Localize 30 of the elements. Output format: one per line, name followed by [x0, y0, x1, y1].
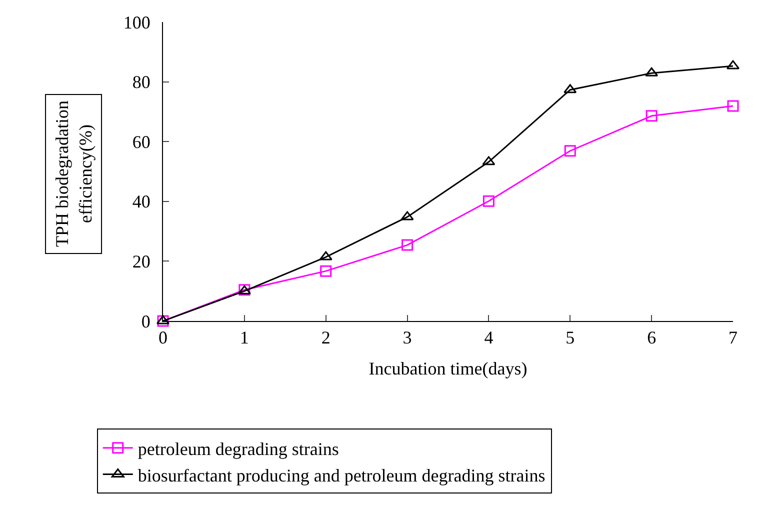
point [564, 145, 576, 157]
y-tick-label: 100 [123, 12, 150, 32]
y-tick-label: 60 [132, 132, 150, 152]
x-tick-label: 4 [484, 328, 494, 348]
point [482, 156, 496, 166]
y-tick-label: 20 [132, 252, 150, 272]
y-tick-label: 40 [132, 192, 150, 212]
x-tick-label: 7 [728, 328, 738, 348]
point [400, 211, 414, 220]
point [727, 100, 739, 112]
y-tick-label: 0 [141, 311, 150, 332]
point [157, 315, 169, 327]
x-tick-label: 1 [240, 328, 249, 348]
x-tick-label: 2 [321, 328, 330, 348]
point [645, 67, 658, 76]
y-axis-title: TPH biodegradation efficiency(%) [52, 100, 96, 247]
x-tick-label: 5 [566, 328, 575, 348]
x-axis-title: Incubation time(days) [368, 358, 528, 379]
point [482, 195, 494, 207]
legend-label: biosurfactant producing and petroleum degrading strains [138, 465, 546, 486]
point [564, 84, 577, 94]
point [319, 251, 332, 260]
x-tick-label: 6 [647, 328, 656, 348]
point [646, 110, 658, 122]
x-tick-label: 0 [158, 328, 168, 348]
y-tick-label: 80 [132, 72, 150, 92]
point [320, 265, 332, 277]
point [402, 239, 414, 251]
x-tick-label: 3 [402, 328, 412, 348]
legend-label: petroleum degrading strains [138, 438, 339, 459]
